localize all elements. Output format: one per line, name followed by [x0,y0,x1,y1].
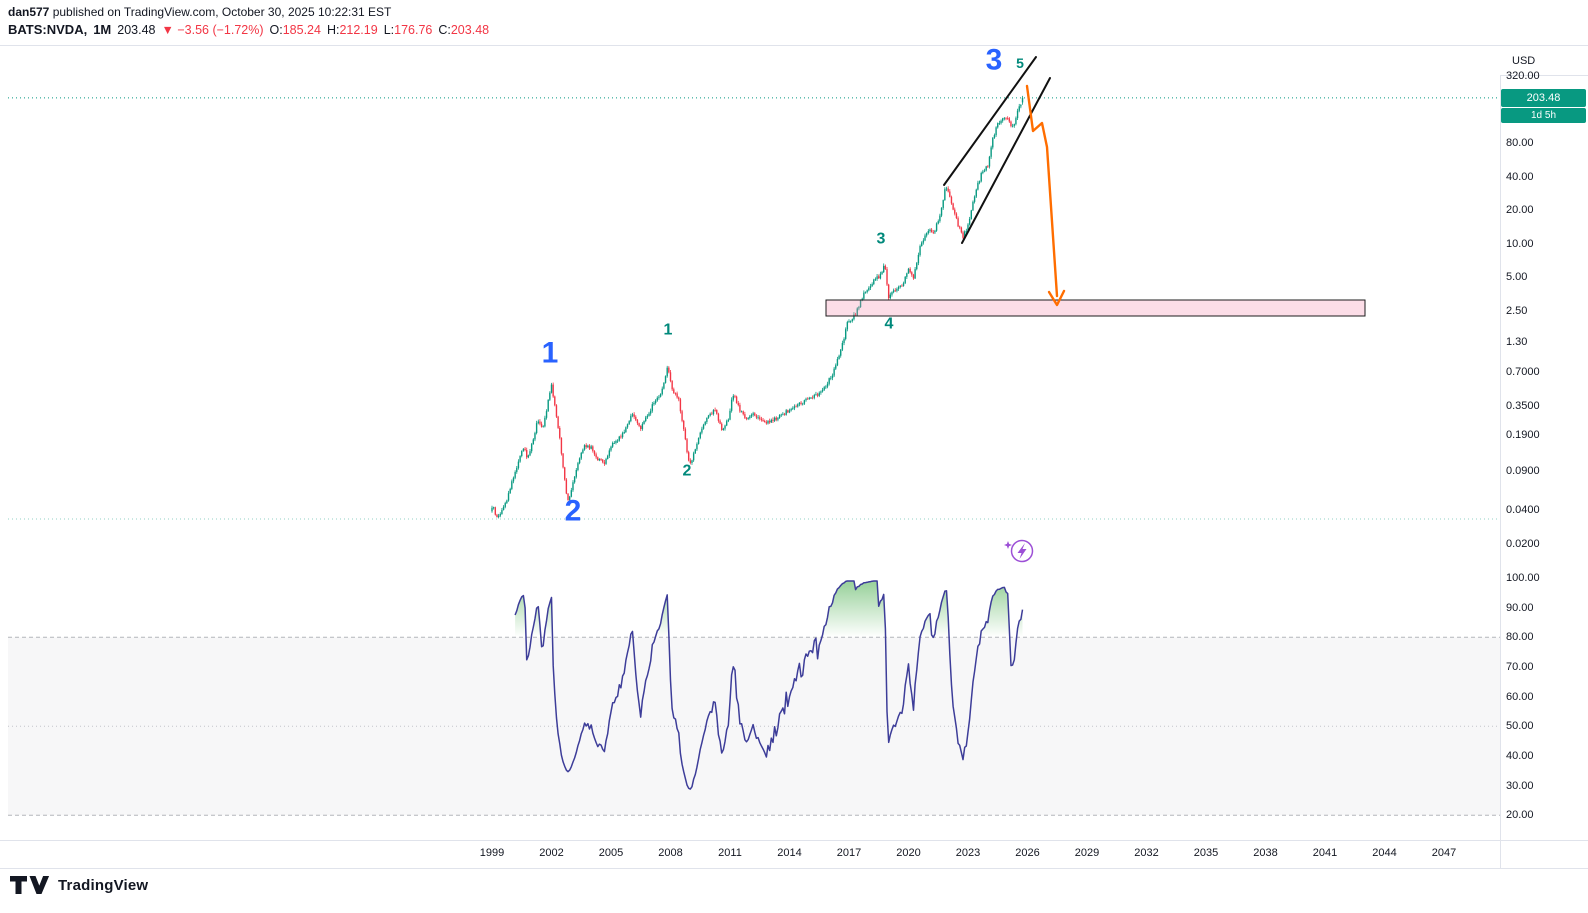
ohlc-high: H:212.19 [326,23,378,37]
last-price-badge: 203.48 1d 5h [1501,89,1586,123]
byline: dan577 published on TradingView.com, Oct… [8,5,391,19]
time-axis[interactable] [0,841,1500,868]
badge-countdown: 1d 5h [1501,108,1586,123]
wave-label-secondary[interactable]: 2 [683,463,692,480]
ohlc-close: C:203.48 [438,23,490,37]
wave-label-secondary[interactable]: 3 [877,231,886,248]
wave-label-primary[interactable]: 3 [986,44,1003,77]
tradingview-logo[interactable]: TradingView [10,876,148,894]
lightning-icon[interactable] [1004,539,1034,563]
ohlc-low: L:176.76 [383,23,433,37]
currency-button[interactable]: USD [1500,46,1588,76]
forecast-arrow-head [1047,289,1066,307]
rsi-line [514,580,1024,790]
price-change: ▼ −3.56 (−1.72%) [161,23,264,37]
candles [491,95,1024,519]
price-axis[interactable] [1500,76,1588,840]
wave-label-secondary[interactable]: 1 [664,322,673,339]
symbol-name: BATS:NVDA, [8,22,88,37]
wave-label-primary[interactable]: 1 [542,337,559,370]
badge-price: 203.48 [1501,89,1586,107]
author-name: dan577 [8,5,50,19]
forecast-arrow[interactable] [1025,84,1059,298]
channel-line-1[interactable] [943,56,1037,186]
wave-label-secondary[interactable]: 5 [1016,55,1024,71]
ohlc-open: O:185.24 [269,23,321,37]
symbol-legend[interactable]: BATS:NVDA, 1M 203.48 ▼ −3.56 (−1.72%) O:… [8,22,489,37]
channel-line-2[interactable] [961,77,1051,244]
chart-frame [0,45,1588,869]
support-zone-rect[interactable] [825,299,1366,317]
footer: TradingView [0,869,1588,913]
wave-label-secondary[interactable]: 4 [885,316,894,333]
brand-text: TradingView [58,876,149,894]
last-price: 203.48 [117,23,156,37]
byline-text: published on TradingView.com, October 30… [49,5,392,19]
tradingview-logo-icon [10,876,50,894]
symbol-interval: 1M [93,22,112,37]
wave-label-primary[interactable]: 2 [565,495,582,528]
